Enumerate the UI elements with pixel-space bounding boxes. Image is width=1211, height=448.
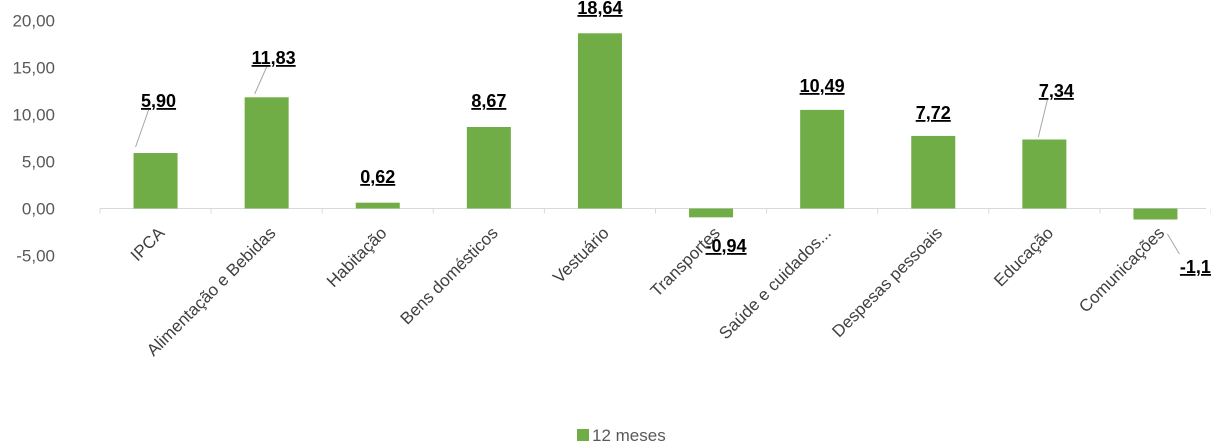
data-label: -0,94 bbox=[706, 236, 747, 256]
x-category-label: Transportes bbox=[647, 223, 724, 300]
data-label: 5,90 bbox=[141, 91, 176, 111]
data-label: 7,34 bbox=[1039, 81, 1074, 101]
legend: 12 meses bbox=[577, 426, 666, 445]
leader-line bbox=[1167, 233, 1180, 255]
bar bbox=[800, 109, 845, 209]
x-category-label: Alimentação e Bebidas bbox=[143, 223, 279, 359]
y-tick-label: 10,00 bbox=[12, 106, 55, 125]
bar-series bbox=[133, 33, 1178, 220]
bar bbox=[466, 127, 511, 209]
bar bbox=[911, 135, 956, 209]
y-axis-ticks: 20,00 15,00 10,00 5,00 0,00 -5,00 bbox=[12, 12, 55, 266]
bar bbox=[244, 97, 289, 209]
data-label: -1,17 bbox=[1180, 257, 1211, 277]
leader-line bbox=[1037, 99, 1048, 138]
legend-swatch bbox=[577, 429, 589, 441]
bar bbox=[689, 208, 734, 218]
y-tick-label: 20,00 bbox=[12, 12, 55, 31]
data-label: 0,62 bbox=[360, 167, 395, 187]
x-category-label: Despesas pessoais bbox=[828, 223, 946, 341]
y-tick-label: 15,00 bbox=[12, 59, 55, 78]
data-label-leader-lines bbox=[135, 66, 1180, 255]
x-category-label: Habitação bbox=[323, 223, 391, 291]
x-category-label: Bens domésticos bbox=[397, 223, 502, 328]
x-category-label: Educação bbox=[990, 223, 1057, 290]
y-tick-label: 0,00 bbox=[22, 200, 55, 219]
x-category-label: Comunicações bbox=[1075, 223, 1168, 316]
leader-line bbox=[135, 109, 150, 148]
bar bbox=[355, 202, 400, 209]
y-tick-label: 5,00 bbox=[22, 153, 55, 172]
bar bbox=[1022, 139, 1067, 209]
data-label: 10,49 bbox=[800, 76, 845, 96]
data-label: 18,64 bbox=[577, 0, 622, 18]
bar bbox=[133, 153, 178, 209]
data-label: 8,67 bbox=[471, 91, 506, 111]
legend-label: 12 meses bbox=[592, 426, 666, 445]
x-category-label: IPCA bbox=[127, 223, 169, 265]
data-label: 11,83 bbox=[252, 48, 296, 68]
leader-line bbox=[254, 66, 268, 95]
data-labels: 5,90 11,83 0,62 8,67 18,64 -0,94 10,49 7,72 7,34… bbox=[141, 0, 1211, 277]
bar bbox=[577, 33, 622, 209]
bar bbox=[1133, 208, 1178, 220]
x-category-label: Vestuário bbox=[549, 223, 613, 287]
data-label: 7,72 bbox=[916, 103, 951, 123]
y-tick-label: -5,00 bbox=[16, 247, 55, 266]
